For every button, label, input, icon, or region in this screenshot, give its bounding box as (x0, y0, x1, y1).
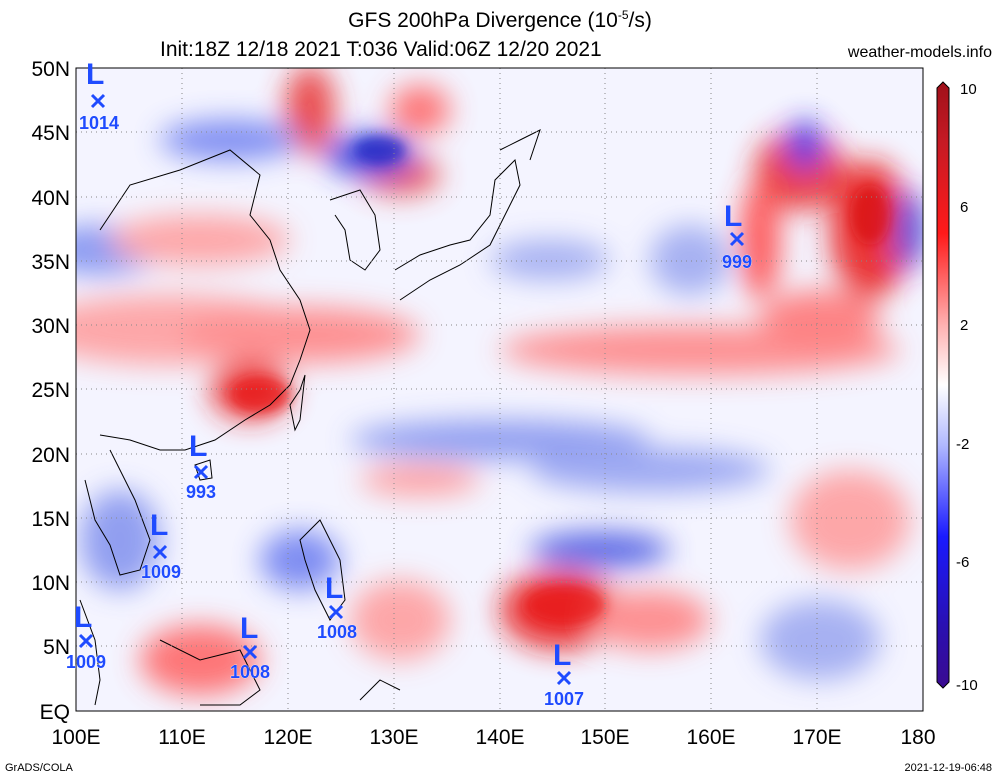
lon-label: 150E (580, 726, 629, 749)
svg-text:L: L (553, 639, 571, 672)
low-pressure-label: 1007 (544, 689, 584, 709)
low-pressure-label: 1014 (79, 113, 119, 133)
low-pressure-label: 1008 (230, 662, 270, 682)
lon-label: 120E (263, 726, 312, 749)
low-pressure-label: 999 (722, 252, 752, 272)
colorbar-labels: 10 6 2 -2 -6 -10 (956, 81, 978, 694)
low-pressure-label: 1008 (317, 622, 357, 642)
low-marker: L 999 (722, 200, 753, 272)
colorbar-label: -6 (956, 554, 969, 571)
svg-text:L: L (189, 430, 207, 463)
svg-text:L: L (240, 612, 258, 645)
low-pressure-label: 1009 (66, 652, 106, 672)
colorbar-label: 2 (960, 317, 968, 334)
svg-text:L: L (724, 200, 742, 233)
lat-label: 40N (31, 187, 70, 210)
lon-label: 180 (900, 726, 935, 749)
lon-axis: 100E 110E 120E 130E 140E 150E 160E 170E … (51, 726, 935, 749)
lat-label: 15N (31, 508, 70, 531)
lat-label: 45N (31, 122, 70, 145)
colorbar: 10 6 2 -2 -6 -10 (936, 81, 978, 694)
map-frame (75, 67, 924, 712)
lon-label: 140E (475, 726, 524, 749)
lon-label: 110E (158, 726, 206, 749)
svg-text:L: L (150, 509, 168, 542)
lat-label: 35N (31, 251, 70, 274)
svg-text:L: L (86, 58, 104, 91)
lat-axis: 50N 45N 40N 35N 30N 25N 20N 15N 10N 5N E… (31, 58, 70, 724)
lat-label: 20N (31, 444, 70, 467)
colorbar-label: -10 (956, 677, 978, 694)
credit-label: GrADS/COLA (5, 762, 73, 774)
lat-label: 25N (31, 379, 70, 402)
low-marker: L 1009 (141, 509, 182, 582)
colorbar-label: -2 (956, 436, 969, 453)
low-marker: L 1009 (66, 601, 107, 672)
site-label: weather-models.info (847, 44, 992, 61)
colorbar-label: 6 (960, 199, 968, 216)
lat-label: 10N (31, 572, 70, 595)
map-subtitle: Init:18Z 12/18 2021 T:036 Valid:06Z 12/2… (160, 38, 602, 61)
lat-label: EQ (40, 701, 70, 724)
timestamp-label: 2021-12-19-06:48 (904, 762, 992, 774)
map-title: GFS 200hPa Divergence (10-5/s) (348, 8, 652, 32)
low-pressure-label: 993 (186, 482, 216, 502)
low-pressure-label: 1009 (141, 562, 181, 582)
lat-label: 30N (31, 315, 70, 338)
low-marker: L 993 (186, 430, 217, 502)
low-markers: L 1014 L 999 L 993 L 1009 L 1008 L 1009 (66, 58, 753, 709)
low-marker: L 1008 (317, 572, 358, 642)
lon-label: 130E (369, 726, 418, 749)
lon-label: 100E (51, 726, 100, 749)
lon-label: 170E (792, 726, 841, 749)
svg-text:L: L (74, 601, 92, 634)
lat-label: 50N (31, 58, 70, 81)
low-marker: L 1014 (79, 58, 120, 133)
grid-lines (76, 68, 923, 711)
lat-label: 5N (43, 636, 70, 659)
svg-text:L: L (325, 572, 343, 605)
low-marker: L 1008 (230, 612, 271, 682)
divergence-field (76, 68, 923, 711)
coastlines (79, 129, 541, 706)
lon-label: 160E (686, 726, 735, 749)
colorbar-label: 10 (960, 81, 977, 98)
low-marker: L 1007 (544, 639, 585, 709)
